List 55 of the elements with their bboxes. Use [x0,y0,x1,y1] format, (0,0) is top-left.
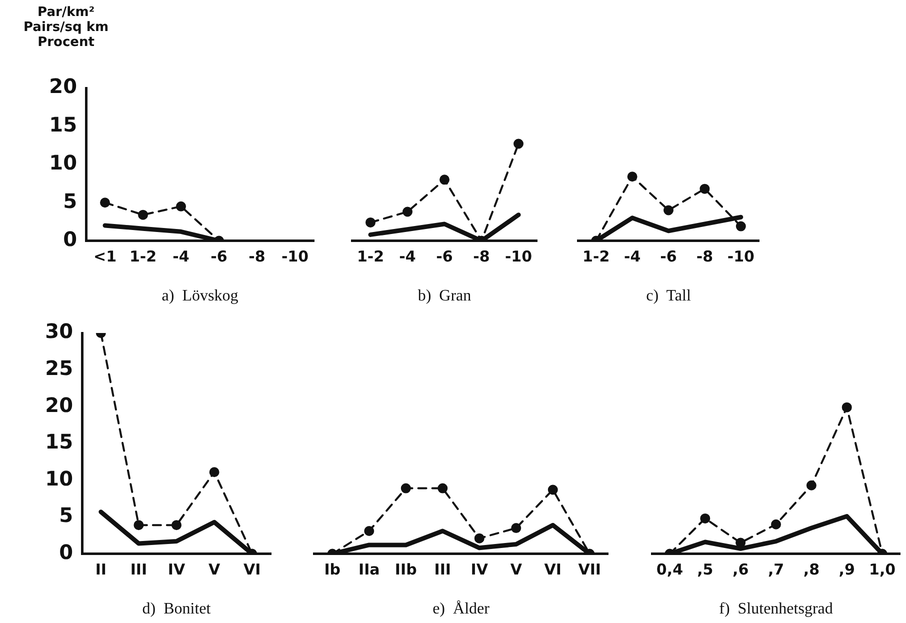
x-tick-label: V [208,560,220,579]
y-tick-label: 15 [49,112,77,136]
x-axis-title: a) Lövskog [162,288,238,305]
x-tick-label: -4 [399,248,416,266]
x-tick-label: VI [544,560,562,579]
x-axis-title: d) Bonitet [142,600,212,618]
x-tick-label: VII [578,560,602,579]
y-tick-label: 10 [45,466,73,490]
x-tick-label: 1,0 [868,560,896,579]
y-tick-label: 5 [63,188,77,213]
y-tick-label: 15 [45,430,73,454]
x-tick-label: -8 [473,248,490,266]
x-tick-label: 1-2 [129,248,157,266]
x-tick-label: -6 [660,248,677,266]
x-tick-label: VI [244,560,261,579]
x-tick-label: IIb [394,560,418,579]
x-axis-title: b) Gran [418,288,472,305]
x-tick-label: 1-2 [356,248,384,266]
x-tick-label: IV [470,560,488,579]
y-tick-label: 5 [59,503,73,528]
y-tick-label: 0 [63,227,77,252]
x-axis-title: e) Ålder [432,600,490,618]
x-axis-title: f) Slutenhetsgrad [719,600,833,618]
x-tick-label: ,5 [697,560,714,579]
y-tick-label: 10 [49,150,77,175]
x-tick-label: ,9 [838,560,855,579]
x-tick-label: 0,4 [656,560,684,579]
x-tick-label: III [130,560,148,579]
x-tick-label: V [510,560,522,579]
y-tick-label: 25 [45,356,73,380]
x-tick-label: 1-2 [582,248,610,266]
x-tick-label: -8 [248,248,266,266]
x-tick-label: ,8 [803,560,820,579]
y-axis-title: Par/km² Pairs/sq km Procent [24,5,109,50]
x-tick-label: II [95,560,106,579]
x-tick-label: -4 [172,248,190,266]
x-tick-label: -6 [436,248,453,266]
y-tick-label: 30 [45,319,73,344]
x-tick-label: -6 [210,248,228,266]
x-tick-label: Ib [324,560,341,579]
y-tick-label: 20 [45,392,73,417]
y-tick-label: 20 [49,74,77,98]
x-tick-label: IIa [358,560,380,579]
x-tick-label: <1 [93,248,117,266]
x-tick-label: -4 [624,248,641,266]
x-tick-label: ,7 [768,560,784,579]
x-tick-label: IV [168,560,186,579]
y-tick-label: 0 [59,540,73,564]
x-tick-label: -10 [281,248,309,266]
x-tick-label: -8 [696,248,714,266]
x-tick-label: ,6 [732,560,749,579]
x-tick-label: -10 [504,248,532,266]
x-tick-label: III [434,560,451,579]
x-axis-title: c) Tall [646,288,692,305]
x-tick-label: -10 [727,248,754,266]
